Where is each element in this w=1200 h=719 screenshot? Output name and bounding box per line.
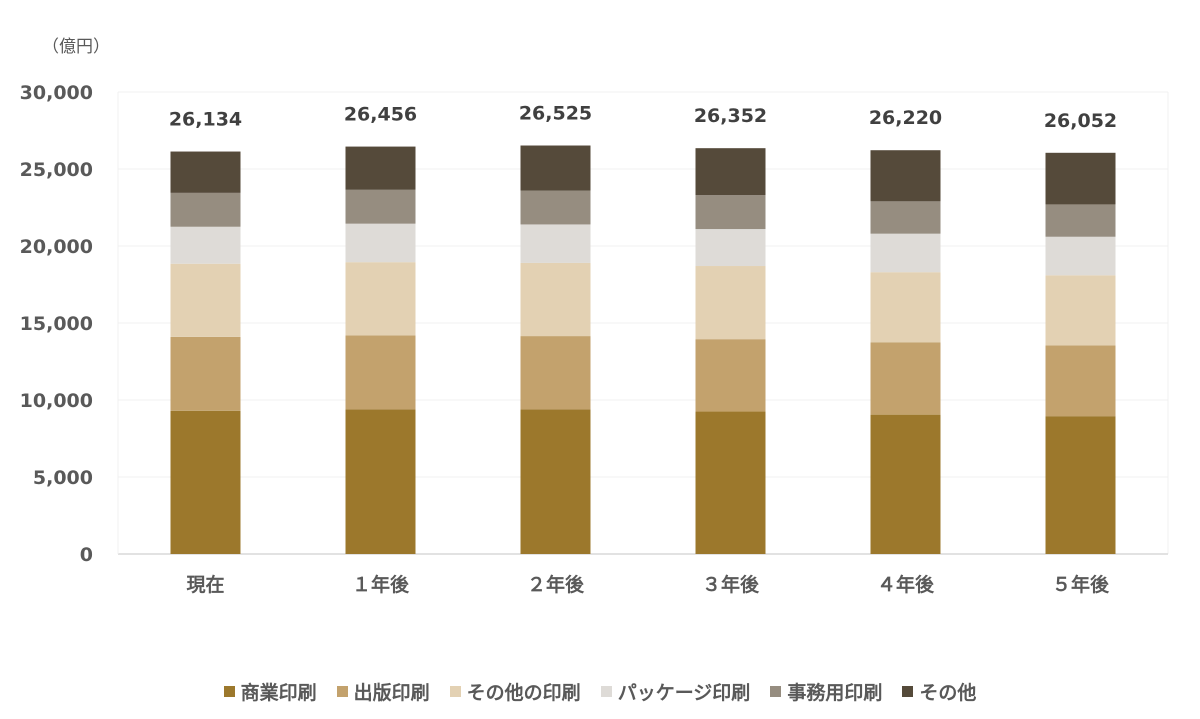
bar-segment xyxy=(520,190,591,225)
bar-segment xyxy=(345,189,416,224)
y-tick-label: 20,000 xyxy=(20,236,93,258)
bar-segment xyxy=(870,233,941,273)
bar-segment xyxy=(1045,345,1116,417)
y-axis-ticks: 0 5,000 10,000 15,000 20,000 25,000 30,000 xyxy=(20,82,93,566)
x-category-label: ４年後 xyxy=(877,573,935,596)
bar-segment xyxy=(870,342,941,415)
total-label: 26,456 xyxy=(344,104,417,126)
legend-label: その他の印刷 xyxy=(466,682,581,704)
total-label: 26,220 xyxy=(869,107,942,129)
legend-label: パッケージ印刷 xyxy=(617,682,751,704)
bar-segment xyxy=(870,272,941,343)
legend-swatch xyxy=(600,686,612,697)
legend-item: 出版印刷 xyxy=(336,678,430,705)
x-axis-categories: 現在 １年後 ２年後 ３年後 ４年後 ５年後 xyxy=(186,573,1110,596)
bar-segment xyxy=(1045,236,1116,276)
bar-segment xyxy=(870,201,941,234)
legend-item: その他の印刷 xyxy=(449,678,581,705)
bar-segment xyxy=(695,266,766,340)
legend-label: 出版印刷 xyxy=(353,682,430,704)
y-tick-label: 15,000 xyxy=(20,313,93,335)
x-category-label: 現在 xyxy=(186,573,224,596)
x-category-label: ３年後 xyxy=(702,573,760,596)
bar-segment xyxy=(345,146,416,190)
legend-swatch xyxy=(223,686,235,697)
y-tick-label: 25,000 xyxy=(20,159,93,181)
legend-swatch xyxy=(449,686,461,697)
bar-segment xyxy=(520,262,591,337)
bar-segment xyxy=(345,262,416,336)
bar-segment xyxy=(170,192,241,227)
legend-label: 商業印刷 xyxy=(240,682,317,704)
legend-swatch xyxy=(336,686,348,697)
bar-segment xyxy=(695,411,766,554)
bar-segment xyxy=(870,414,941,554)
legend-item: 事務用印刷 xyxy=(770,678,882,705)
total-label: 26,134 xyxy=(169,109,242,131)
legend-item: その他 xyxy=(902,678,976,705)
legend-item: パッケージ印刷 xyxy=(600,678,751,705)
bar-segment xyxy=(870,150,941,202)
total-label: 26,525 xyxy=(519,103,592,125)
y-tick-label: 10,000 xyxy=(20,390,93,412)
bar-segment xyxy=(1045,275,1116,346)
legend-swatch xyxy=(770,686,782,697)
bar-segment xyxy=(170,226,241,264)
y-tick-label: 0 xyxy=(80,544,93,566)
legend-label: 事務用印刷 xyxy=(787,682,883,704)
gridlines xyxy=(117,91,1169,555)
bar-segment xyxy=(170,336,241,411)
bar-segment xyxy=(695,148,766,196)
bar-segment xyxy=(1045,152,1116,205)
bar-segment xyxy=(520,336,591,410)
bar-segment xyxy=(520,224,591,263)
legend-label: その他 xyxy=(919,682,977,704)
legend-item: 商業印刷 xyxy=(223,678,317,705)
bars xyxy=(170,145,1116,554)
legend-swatch xyxy=(902,686,914,697)
bar-segment xyxy=(170,151,241,193)
x-category-label: ２年後 xyxy=(527,573,585,596)
bar-segment xyxy=(170,410,241,554)
x-category-label: １年後 xyxy=(352,573,410,596)
total-label: 26,352 xyxy=(694,105,767,127)
total-label: 26,052 xyxy=(1044,110,1117,132)
bar-segment xyxy=(695,229,766,267)
x-category-label: ５年後 xyxy=(1052,573,1110,596)
bar-segment xyxy=(695,195,766,230)
y-axis-unit-label: （億円） xyxy=(42,37,110,57)
total-labels: 26,134 26,456 26,525 26,352 26,220 26,052 xyxy=(169,103,1117,132)
bar-segment xyxy=(345,409,416,554)
bar-segment xyxy=(1045,416,1116,554)
bar-segment xyxy=(345,223,416,263)
bar-segment xyxy=(695,339,766,412)
legend: 商業印刷 出版印刷 その他の印刷 パッケージ印刷 事務用印刷 その他 xyxy=(0,678,1200,705)
y-tick-label: 30,000 xyxy=(20,82,93,104)
bar-segment xyxy=(1045,204,1116,237)
bar-segment xyxy=(345,335,416,410)
y-tick-label: 5,000 xyxy=(33,467,93,489)
bar-segment xyxy=(520,409,591,554)
bar-segment xyxy=(520,145,591,191)
bar-segment xyxy=(170,263,241,337)
